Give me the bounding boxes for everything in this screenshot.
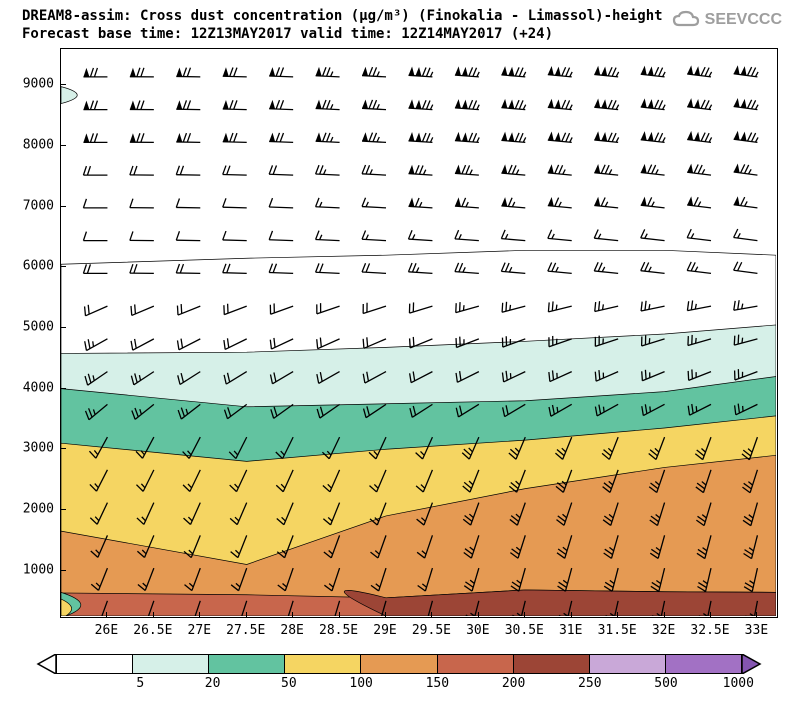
- y-tick-mark: [60, 266, 66, 267]
- cloud-icon: [671, 10, 701, 30]
- legend-swatch: [361, 655, 437, 673]
- x-tick-label: 32E: [652, 623, 675, 638]
- x-tick-label: 30E: [466, 623, 489, 638]
- x-tick-mark: [246, 612, 247, 618]
- y-tick-mark: [60, 570, 66, 571]
- x-tick-label: 31.5E: [598, 623, 637, 638]
- y-tick-label: 7000: [14, 198, 54, 213]
- y-tick-label: 6000: [14, 259, 54, 274]
- y-tick-label: 8000: [14, 138, 54, 153]
- x-tick-label: 26.5E: [133, 623, 172, 638]
- x-tick-mark: [756, 612, 757, 618]
- y-tick-label: 9000: [14, 77, 54, 92]
- legend-swatch: [666, 655, 741, 673]
- x-tick-label: 29.5E: [412, 623, 451, 638]
- x-tick-mark: [571, 612, 572, 618]
- legend-swatch: [57, 655, 133, 673]
- x-tick-mark: [153, 612, 154, 618]
- x-tick-label: 27E: [188, 623, 211, 638]
- x-tick-mark: [106, 612, 107, 618]
- x-tick-label: 32.5E: [690, 623, 729, 638]
- x-tick-label: 29E: [373, 623, 396, 638]
- x-tick-mark: [385, 612, 386, 618]
- wind-barb-layer: [61, 49, 776, 616]
- x-tick-mark: [524, 612, 525, 618]
- title-line-2: Forecast base time: 12Z13MAY2017 valid t…: [22, 26, 663, 44]
- chart-title: DREAM8-assim: Cross dust concentration (…: [22, 8, 663, 43]
- y-tick-mark: [60, 206, 66, 207]
- y-tick-label: 1000: [14, 562, 54, 577]
- y-tick-mark: [60, 388, 66, 389]
- x-tick-label: 27.5E: [226, 623, 265, 638]
- y-tick-mark: [60, 448, 66, 449]
- x-tick-mark: [292, 612, 293, 618]
- color-legend: 520501001502002505001000: [36, 654, 762, 696]
- title-line-1: DREAM8-assim: Cross dust concentration (…: [22, 8, 663, 26]
- legend-right-arrow: [742, 654, 762, 674]
- x-tick-label: 28.5E: [319, 623, 358, 638]
- plot-area: [60, 48, 778, 618]
- x-tick-mark: [339, 612, 340, 618]
- legend-swatch: [209, 655, 285, 673]
- seevccc-logo: SEEVCCC: [671, 10, 782, 30]
- legend-swatch: [133, 655, 209, 673]
- y-tick-mark: [60, 327, 66, 328]
- x-tick-label: 26E: [95, 623, 118, 638]
- y-tick-label: 4000: [14, 380, 54, 395]
- x-tick-mark: [431, 612, 432, 618]
- x-tick-mark: [710, 612, 711, 618]
- x-tick-label: 31E: [559, 623, 582, 638]
- legend-swatch: [285, 655, 361, 673]
- x-tick-mark: [199, 612, 200, 618]
- y-tick-label: 3000: [14, 441, 54, 456]
- x-tick-mark: [664, 612, 665, 618]
- y-tick-label: 2000: [14, 501, 54, 516]
- y-tick-label: 5000: [14, 319, 54, 334]
- legend-swatch: [590, 655, 666, 673]
- x-tick-mark: [617, 612, 618, 618]
- x-tick-mark: [478, 612, 479, 618]
- logo-text: SEEVCCC: [705, 11, 782, 29]
- legend-swatch: [438, 655, 514, 673]
- legend-left-arrow: [36, 654, 56, 674]
- legend-row: [56, 654, 742, 674]
- legend-swatch: [514, 655, 590, 673]
- y-tick-mark: [60, 84, 66, 85]
- y-tick-mark: [60, 509, 66, 510]
- x-tick-label: 33E: [745, 623, 768, 638]
- legend-swatches: [36, 654, 762, 674]
- x-tick-label: 28E: [280, 623, 303, 638]
- y-tick-mark: [60, 145, 66, 146]
- x-tick-label: 30.5E: [505, 623, 544, 638]
